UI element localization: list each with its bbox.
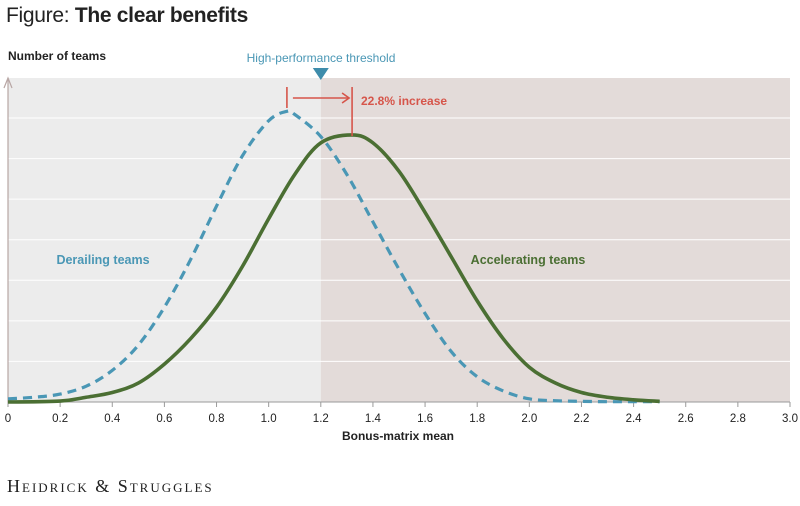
heidrick-struggles-logo: Heidrick & Struggles (7, 476, 214, 496)
derailing-teams-line (7, 109, 660, 404)
x-tick-label: 1.2 (313, 413, 329, 425)
x-tick-label: 1.0 (261, 413, 277, 425)
legend-derailing: Derailing teams (56, 253, 149, 267)
y-axis-title: Number of teams (8, 49, 106, 63)
figure-title-prefix: Figure: (6, 4, 70, 27)
increase-label: 22.8% increase (361, 94, 447, 108)
x-tick-label: 2.8 (730, 413, 746, 425)
figure-title-main: The clear benefits (74, 4, 248, 27)
x-tick-label: 0 (5, 413, 11, 425)
x-tick-label: 0.8 (209, 413, 225, 425)
x-tick-label: 0.6 (156, 413, 172, 425)
x-tick-label: 3.0 (782, 413, 798, 425)
x-tick-label: 2.0 (521, 413, 537, 425)
x-axis-title: Bonus-matrix mean (342, 429, 454, 443)
x-tick-label: 1.8 (469, 413, 485, 425)
threshold-marker-icon (312, 68, 329, 80)
x-tick-label: 1.6 (417, 413, 433, 425)
figure-title: Figure: The clear benefits (6, 4, 248, 28)
x-tick-label: 0.2 (52, 413, 68, 425)
x-tick-label: 2.6 (678, 413, 694, 425)
chart: 0 0.2 0.4 0.6 0.8 1.0 1.2 1.4 1.6 1.8 2.0 2.2 2.4 2.6… (3, 49, 798, 443)
increase-arrow-icon (341, 92, 351, 104)
x-tick-label: 2.4 (626, 413, 643, 425)
legend-accelerating: Accelerating teams (471, 253, 586, 267)
threshold-label: High-performance threshold (247, 51, 396, 65)
x-tick-label: 0.4 (104, 413, 121, 425)
y-axis-arrow-icon (3, 76, 13, 89)
x-tick-label: 2.2 (573, 413, 589, 425)
x-tick-label: 1.4 (365, 413, 382, 425)
